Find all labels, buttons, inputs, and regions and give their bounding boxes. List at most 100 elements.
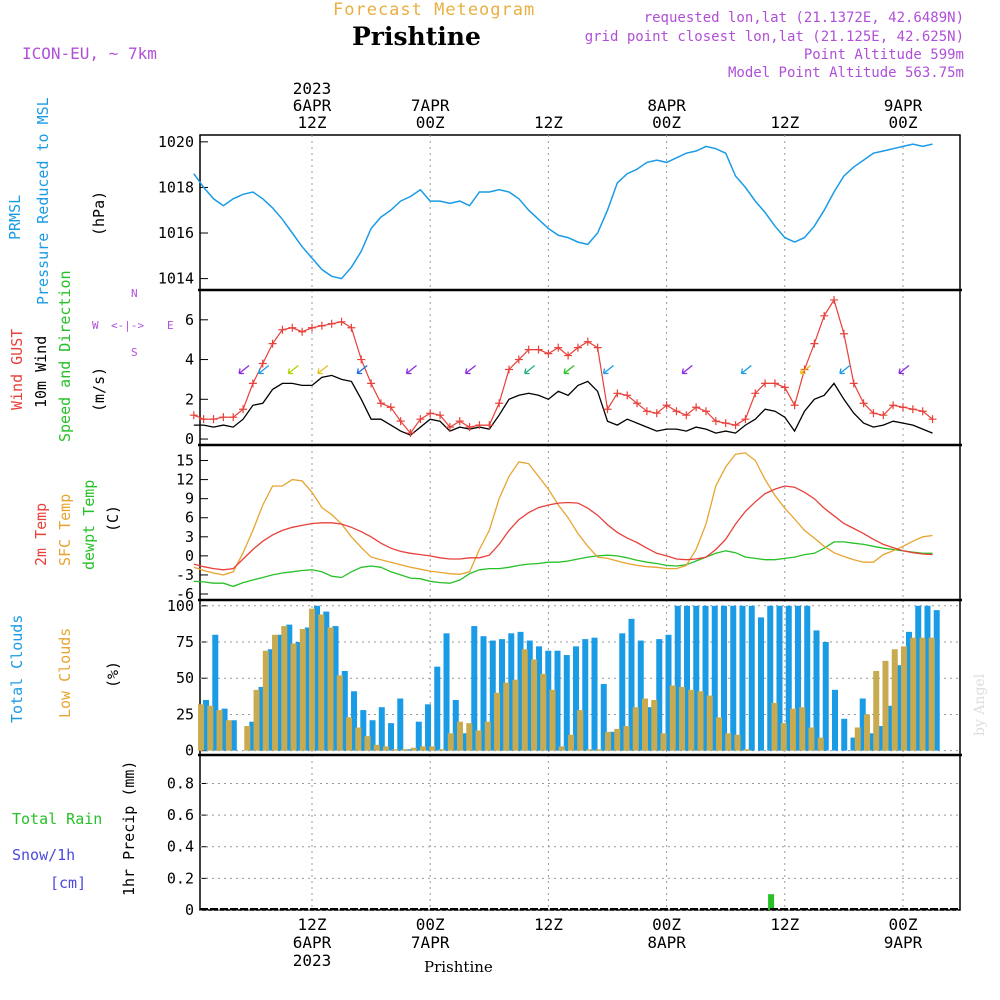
gust-marker <box>317 321 326 330</box>
gust-marker <box>248 379 257 388</box>
total-cloud-bar <box>526 640 533 751</box>
y-tick-label: 0.4 <box>167 838 194 856</box>
total-cloud-bar <box>295 642 302 751</box>
gust-marker <box>258 359 267 368</box>
total-cloud-bar <box>591 637 598 751</box>
low-cloud-bar <box>660 733 667 751</box>
low-cloud-bar <box>780 723 787 751</box>
low-cloud-bar <box>789 708 796 751</box>
compass-n: N <box>131 287 138 300</box>
y-tick-label: 25 <box>176 705 194 723</box>
low-cloud-bar <box>253 689 260 751</box>
total-cloud-bar <box>203 699 210 751</box>
y-tick-label: 0 <box>185 742 194 760</box>
gust-marker <box>918 407 927 416</box>
bottom-time-label: 00Z <box>652 915 681 934</box>
low-cloud-bar <box>494 692 501 751</box>
total-cloud-bar <box>480 636 487 751</box>
top-time-label: 00Z <box>652 113 681 132</box>
gust-marker <box>662 401 671 410</box>
bottom-time-label: 12Z <box>770 915 799 934</box>
gust-marker <box>839 329 848 338</box>
gust-marker <box>889 401 898 410</box>
low-cloud-bar <box>281 626 288 751</box>
gust-marker <box>613 389 622 398</box>
low-cloud-bar <box>614 728 621 751</box>
y-tick-label: 50 <box>176 669 194 687</box>
low-cloud-bar <box>364 736 371 751</box>
low-cloud-bar <box>891 649 898 751</box>
y-tick-label: 100 <box>167 597 194 615</box>
low-cloud-bar <box>771 702 778 751</box>
total-cloud-bar <box>462 733 469 751</box>
total-cloud-bar <box>757 617 764 751</box>
total-cloud-bar <box>286 624 293 751</box>
low-cloud-bar <box>910 637 917 751</box>
bottom-time-label: 6APR <box>293 933 332 952</box>
low-cloud-bar <box>272 634 279 751</box>
total-cloud-bar <box>443 633 450 751</box>
total-cloud-bar <box>452 699 459 751</box>
y-tick-label: 0.2 <box>167 869 194 887</box>
total-cloud-bar <box>767 605 774 751</box>
wind-direction-icon <box>464 364 477 375</box>
gust-marker <box>396 417 405 426</box>
wind-direction-icon <box>681 364 693 375</box>
total-rain-label: Total Rain <box>12 810 103 828</box>
total-cloud-bar <box>573 646 580 751</box>
gust-marker <box>465 423 474 432</box>
low-cloud-bar <box>290 643 297 751</box>
low-cloud-bar <box>336 675 343 751</box>
total-cloud-bar <box>924 605 931 751</box>
low-cloud-bar <box>401 749 408 751</box>
top-time-label: 12Z <box>298 113 327 132</box>
wind-direction-icon <box>356 364 368 375</box>
gust-marker <box>554 343 563 352</box>
gust-marker <box>278 325 287 334</box>
total-cloud-bar <box>610 731 617 751</box>
bottom-time-label: 00Z <box>889 915 918 934</box>
gust-marker <box>761 379 770 388</box>
total-cloud-bar <box>665 634 672 751</box>
y-tick-label: 3 <box>185 528 194 546</box>
low-cloud-bar <box>373 744 380 751</box>
total-cloud-bar <box>369 720 376 751</box>
gust-marker <box>642 407 651 416</box>
gust-marker <box>376 399 385 408</box>
gust-marker <box>869 409 878 418</box>
total-cloud-bar <box>554 650 561 751</box>
total-cloud-bar <box>304 627 311 751</box>
low-cloud-bar <box>503 682 510 751</box>
low-cloud-bar <box>392 749 399 751</box>
gridpoint-coords: grid point closest lon,lat (21.125E, 42.… <box>584 29 964 45</box>
y-tick-label: 12 <box>176 471 194 489</box>
total-cloud-bar <box>831 689 838 751</box>
total-cloud-bar <box>933 610 940 751</box>
total-cloud-bar <box>378 707 385 751</box>
low-cloud-bar <box>817 737 824 751</box>
gust-marker <box>721 419 730 428</box>
total-cloud-bar <box>341 670 348 751</box>
low-cloud-bar <box>318 614 325 751</box>
low-cloud-bar <box>262 650 269 751</box>
gust-marker <box>475 421 484 430</box>
gust-marker <box>731 421 740 430</box>
low-cloud-bar <box>706 695 713 751</box>
total-cloud-bar <box>785 605 792 751</box>
gust-marker <box>810 339 819 348</box>
y-tick-label: 6 <box>185 509 194 527</box>
footer-location: Prishtine <box>424 958 493 976</box>
gust-marker <box>505 365 513 374</box>
top-time-label: 2023 <box>293 79 332 98</box>
low-cloud-bar <box>873 670 880 751</box>
wind-gust-line <box>193 298 933 435</box>
gust-marker <box>573 343 582 352</box>
gust-marker <box>337 317 346 326</box>
low-cloud-bar <box>225 720 232 751</box>
total-cloud-bar <box>905 631 912 751</box>
gust-marker <box>288 323 297 332</box>
gust-marker <box>416 415 425 424</box>
panel-frame-1 <box>199 289 961 446</box>
low-cloud-bar <box>734 734 741 751</box>
gust-marker <box>445 423 454 432</box>
